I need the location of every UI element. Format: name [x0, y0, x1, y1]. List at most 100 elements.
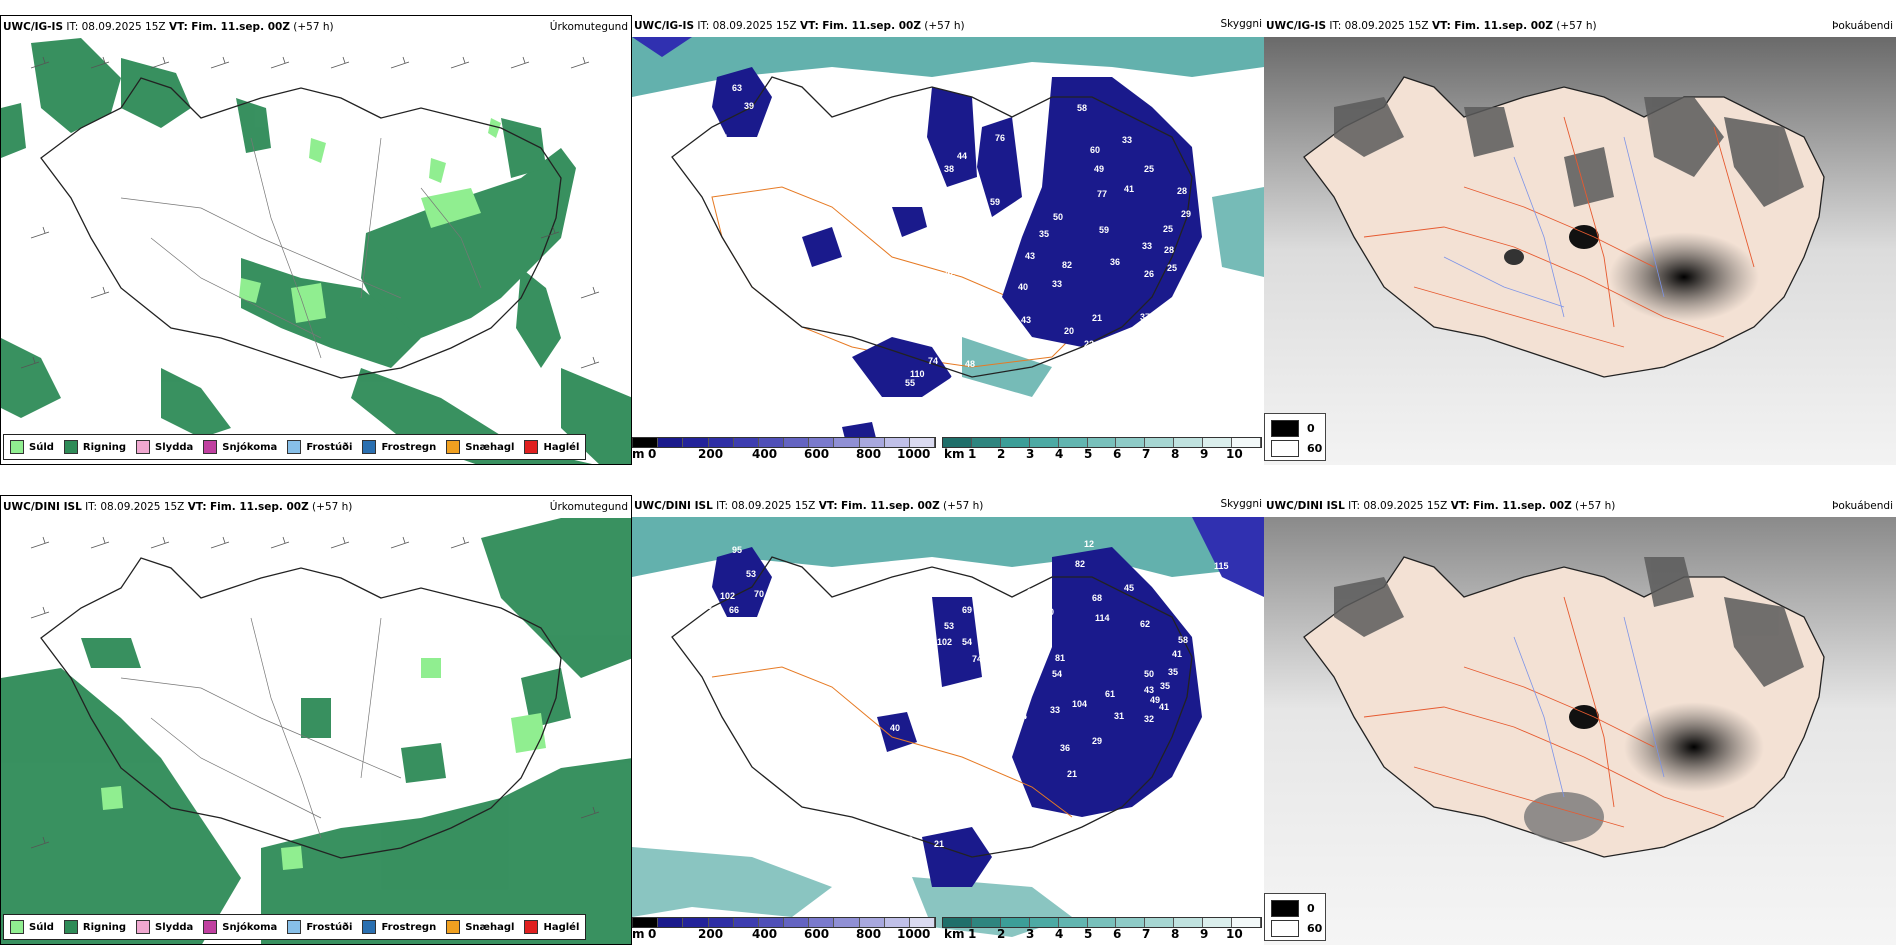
visibility-tick: 4 [1055, 927, 1064, 941]
model-name: UWC/DINI ISL [1266, 500, 1345, 512]
cloud-label: 53 [802, 777, 812, 787]
cloud-label: 41 [1159, 702, 1169, 712]
panel-header: UWC/DINI ISL IT: 08.09.2025 15Z VT: Fim.… [1264, 495, 1896, 517]
precip-map-svg [1, 38, 631, 464]
height-tick: 800 [856, 447, 882, 461]
cloud-label: 102 [720, 591, 735, 601]
cloud-label: 41 [812, 755, 822, 765]
cloud-label: 33 [1050, 705, 1060, 715]
cloud-label: 70 [754, 589, 764, 599]
cloud-label: 46 [974, 804, 984, 814]
cloud-label: 33 [1142, 241, 1152, 251]
height-tick: 0 [648, 447, 657, 461]
cloud-label: 29 [900, 403, 910, 413]
panel-title: Skyggni [1220, 18, 1263, 30]
cloud-label: 82 [1062, 260, 1072, 270]
height-tick: 600 [804, 447, 830, 461]
snow-pellets-swatch [446, 440, 461, 454]
legend-item-rain: Rigning [63, 920, 126, 934]
height-tick: 1000 [897, 447, 931, 461]
valid-time: Fim. 11.sep. 00Z [1454, 20, 1553, 32]
cloud-label: 58 [1178, 635, 1188, 645]
fog-legend-light: 60 [1271, 920, 1322, 937]
visibility-tick: 7 [1142, 927, 1151, 941]
cloud-label: 81 [1055, 653, 1065, 663]
cloud-label: 44 [1017, 711, 1027, 721]
cloud-label: 47 [912, 713, 922, 723]
cloud-label: 42 [890, 801, 900, 811]
cloud-label: 43 [1025, 251, 1035, 261]
visibility-tick: 10 [1226, 447, 1243, 461]
cloud-label: 40 [1018, 282, 1028, 292]
cloud-label: 54 [962, 637, 972, 647]
cloud-label: 43 [1144, 685, 1154, 695]
cloud-label: 39 [744, 101, 754, 111]
legend-item-freezing-rain: Frostregn [362, 920, 436, 934]
height-tick: 400 [752, 927, 778, 941]
lead-time: (+57 h) [293, 21, 334, 33]
cloud-label: 55 [905, 378, 915, 388]
visibility-tick: 1 [968, 447, 977, 461]
height-colorbar-scale [632, 917, 936, 928]
cloud-label: 40 [742, 160, 752, 170]
cloud-label: 76 [995, 133, 1005, 143]
cloud-visibility-map-top: UWC/IG-IS IT: 08.09.2025 15Z VT: Fim. 11… [632, 15, 1264, 465]
legend-item-snow: Snjókoma [203, 440, 277, 454]
panel-title: Úrkomutegund [549, 21, 628, 33]
precip-legend: Súld Rigning Slydda Snjókoma Frostúði Fr… [3, 914, 587, 940]
cloud-label: 28 [1177, 186, 1187, 196]
cloud-label: 22 [1084, 339, 1094, 349]
visibility-unit: km [944, 447, 965, 461]
lead-time: (+57 h) [1575, 500, 1616, 512]
precip-legend: Súld Rigning Slydda Snjókoma Frostúði Fr… [3, 434, 587, 460]
cloud-label: 50 [702, 601, 712, 611]
panel-header: UWC/IG-IS IT: 08.09.2025 15Z VT: Fim. 11… [1264, 15, 1896, 37]
visibility-colorbar: km 1 2 3 4 5 6 7 8 9 10 [942, 911, 1264, 945]
init-time: IT: 08.09.2025 15Z [697, 20, 797, 32]
cloud-label: 294 [876, 314, 891, 324]
cloud-label: 110 [910, 369, 925, 379]
cloud-label: 63 [732, 83, 742, 93]
cloud-label: 40 [890, 723, 900, 733]
visibility-unit: km [944, 927, 965, 941]
legend-item-hail: Haglél [524, 440, 579, 454]
cloud-label: 61 [1105, 689, 1115, 699]
cloud-label: 77 [1097, 189, 1107, 199]
cloud-label: 37 [1140, 312, 1150, 322]
cloud-label: 69 [962, 605, 972, 615]
height-tick: 0 [648, 927, 657, 941]
init-time: IT: 08.09.2025 15Z [66, 21, 166, 33]
cloud-label: 80 [908, 809, 918, 819]
cloud-label: 21 [934, 839, 944, 849]
cloud-label: 53 [746, 569, 756, 579]
cloud-label: 114 [1095, 613, 1110, 623]
cloud-label: 33 [1122, 135, 1132, 145]
panel-header: UWC/DINI ISL IT: 08.09.2025 15Z VT: Fim.… [632, 495, 1264, 517]
legend-item-hail: Haglél [524, 920, 579, 934]
cloud-label: 74 [928, 356, 938, 366]
height-colorbar: m 0 200 400 600 800 1000 [632, 911, 942, 945]
cloud-label: 41 [932, 807, 942, 817]
fog-legend-light: 60 [1271, 440, 1322, 457]
panel-header: UWC/DINI ISL IT: 08.09.2025 15Z VT: Fim.… [1, 496, 631, 518]
cloud-label: 31 [1114, 711, 1124, 721]
cloud-label: 49 [950, 373, 960, 383]
precip-map-svg [1, 518, 631, 944]
visibility-tick: 6 [1113, 927, 1122, 941]
cloud-label: 25 [1163, 224, 1173, 234]
cloud-label: 12 [1084, 539, 1094, 549]
panel-title: Skyggni [1220, 498, 1263, 510]
init-time: IT: 08.09.2025 15Z [85, 501, 185, 513]
model-name: UWC/IG-IS [1266, 20, 1327, 32]
valid-time: Fim. 11.sep. 00Z [1472, 500, 1572, 512]
cloud-label: 104 [1072, 699, 1087, 709]
cloud-label: 50 [1144, 669, 1154, 679]
fog-legend-dark: 0 [1271, 900, 1315, 917]
cloud-label: 42 [945, 268, 955, 278]
cloud-label: 60 [1027, 659, 1037, 669]
cloud-label: 107 [1027, 587, 1042, 597]
height-tick: 600 [804, 927, 830, 941]
visibility-tick: 10 [1226, 927, 1243, 941]
model-name: UWC/IG-IS [634, 20, 695, 32]
legend-item-drizzle: Súld [10, 440, 54, 454]
